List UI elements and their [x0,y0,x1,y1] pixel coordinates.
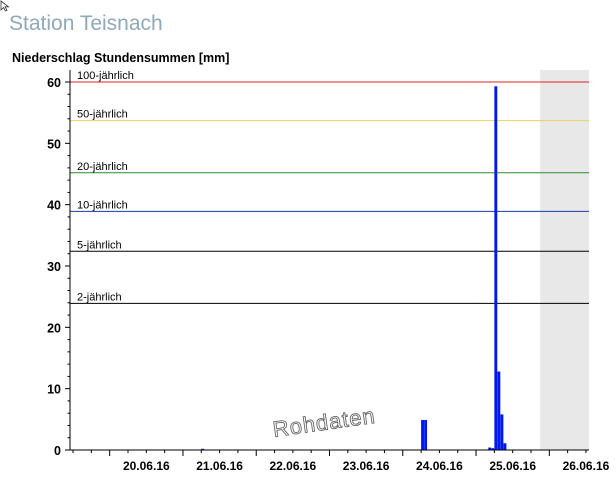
x-tick-label-2: 22.06.16 [270,459,317,473]
x-tick-label-3: 23.06.16 [343,459,390,473]
threshold-label-0: 100-jährlich [77,70,134,82]
bar-8 [503,443,507,450]
bar-5 [494,86,498,450]
x-tick-label-1: 21.06.16 [196,459,243,473]
chart-title: Niederschlag Stundensummen [mm] [12,51,230,65]
threshold-label-3: 10-jährlich [77,199,128,211]
y-tick-label-3: 30 [47,260,61,274]
threshold-label-4: 5-jährlich [77,239,122,251]
x-tick-label-0: 20.06.16 [123,459,170,473]
pointer-cursor-icon [0,0,10,12]
threshold-label-5: 2-jährlich [77,291,122,303]
x-tick-label-4: 24.06.16 [416,459,463,473]
threshold-label-1: 50-jährlich [77,109,128,121]
bar-4 [491,448,495,450]
bar-0 [201,448,205,450]
bar-7 [500,414,504,450]
x-tick-label-5: 25.06.16 [489,459,536,473]
y-tick-label-4: 40 [47,199,61,213]
y-tick-label-2: 20 [47,321,61,335]
y-tick-label-5: 50 [47,137,61,151]
rohdaten-watermark: Rohdaten [271,403,377,442]
y-tick-label-6: 60 [47,76,61,90]
forecast-shading [540,70,589,450]
station-title: Station Teisnach [9,12,163,35]
y-tick-label-1: 10 [47,383,61,397]
threshold-label-2: 20-jährlich [77,161,128,173]
bar-6 [497,371,501,450]
x-tick-label-6: 26.06.16 [563,459,610,473]
bar-2 [424,419,428,450]
bar-1 [421,419,424,450]
y-tick-label-0: 0 [54,444,61,458]
bar-3 [488,447,492,450]
